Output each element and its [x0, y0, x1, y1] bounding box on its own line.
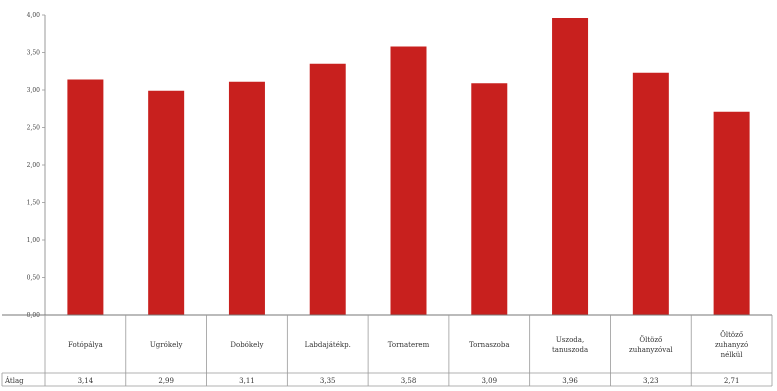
category-label: Öltöző	[639, 335, 662, 344]
category-label: Dobókely	[230, 341, 263, 349]
value-label: 2,71	[724, 377, 740, 385]
y-tick-label: 2,00	[27, 162, 41, 169]
category-label: zuhanyzó	[715, 341, 748, 349]
y-tick-label: 0,50	[27, 275, 41, 282]
value-label: 3,11	[239, 377, 255, 385]
bar	[390, 46, 427, 315]
value-label: 3,23	[643, 377, 659, 385]
category-label: Fotópálya	[68, 341, 103, 349]
y-tick-label: 1,00	[27, 237, 41, 244]
bars	[67, 18, 750, 315]
category-label: Labdajátékp.	[305, 341, 351, 349]
value-label: 3,96	[562, 377, 578, 385]
bar	[67, 79, 104, 315]
category-label: nélkül	[721, 351, 744, 359]
bar	[471, 83, 508, 315]
value-label: 3,14	[78, 377, 94, 385]
value-label: 3,35	[320, 377, 336, 385]
y-tick-label: 3,50	[27, 50, 41, 57]
bar	[309, 63, 346, 315]
category-label: zuhanyzóval	[629, 346, 673, 354]
category-label: Uszoda,	[556, 336, 584, 344]
value-label: 3,09	[481, 377, 497, 385]
category-label: Tornaszoba	[469, 341, 510, 349]
bar	[713, 111, 750, 315]
bar	[148, 90, 185, 315]
y-axis: 0,000,501,001,502,002,503,003,504,00	[27, 12, 46, 319]
y-tick-label: 3,00	[27, 87, 41, 94]
bar	[552, 18, 589, 315]
data-table: Átlag Fotópálya 3,14 Ugrókely 2,99 Dobókely 3,…	[1, 314, 773, 387]
category-label: Tornaterem	[388, 341, 430, 349]
category-label: Öltöző	[720, 330, 743, 339]
value-label: 3,58	[401, 377, 417, 385]
category-label: Ugrókely	[150, 341, 183, 349]
bar	[228, 81, 265, 315]
y-tick-label: 1,50	[27, 200, 41, 207]
category-label: tanuszoda	[552, 346, 588, 354]
bar	[632, 72, 669, 315]
y-tick-label: 2,50	[27, 125, 41, 132]
value-label: 2,99	[158, 377, 174, 385]
table-row-label: Átlag	[4, 376, 24, 385]
y-tick-label: 4,00	[27, 12, 41, 19]
